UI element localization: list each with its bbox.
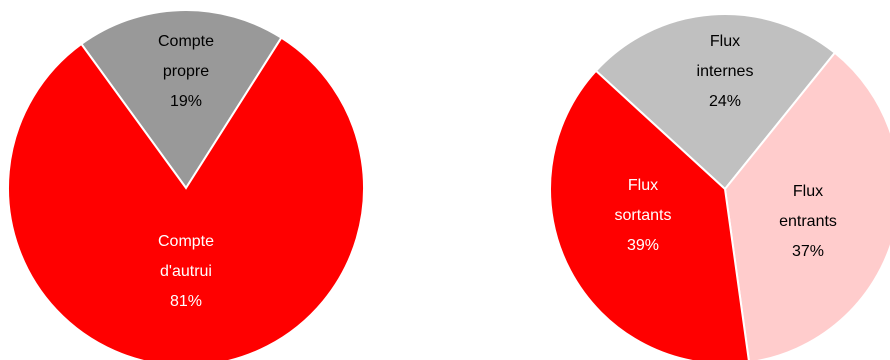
slice-category-label: Flux: [793, 183, 823, 200]
slice-category-label: sortants: [615, 207, 672, 224]
slice-value-label: 19%: [170, 93, 202, 110]
slice-category-label: Compte: [158, 233, 214, 250]
slice-flux-sortants: [549, 69, 750, 360]
slice-flux-entrants: [723, 51, 890, 360]
slice-compte-autrui-label: Compte d'autrui 81%: [158, 233, 214, 310]
slice-category-label: internes: [697, 63, 754, 80]
slice-value-label: 24%: [709, 93, 741, 110]
slice-category-label: entrants: [779, 213, 837, 230]
pie-chart-transport-mode: Compte propre 19% Compte d'autrui 81%: [7, 9, 365, 360]
slice-flux-internes: [594, 13, 837, 191]
pie-chart-flux: Flux internes 24% Flux entrants 37% Flux sortan…: [549, 13, 890, 360]
slice-flux-internes-label: Flux internes 24%: [697, 33, 754, 110]
slice-compte-propre: [79, 9, 283, 190]
slice-category-label: propre: [163, 63, 209, 80]
slice-category-label: Flux: [710, 33, 740, 50]
slice-category-label: d'autrui: [160, 263, 212, 280]
slice-compte-autrui: [7, 36, 365, 360]
slice-category-label: Flux: [628, 177, 658, 194]
slice-flux-sortants-label: Flux sortants 39%: [615, 177, 672, 254]
slice-value-label: 81%: [170, 293, 202, 310]
slice-flux-entrants-label: Flux entrants 37%: [779, 183, 837, 260]
slice-value-label: 39%: [627, 237, 659, 254]
slice-compte-propre-label: Compte propre 19%: [158, 33, 214, 110]
slice-value-label: 37%: [792, 243, 824, 260]
slice-category-label: Compte: [158, 33, 214, 50]
